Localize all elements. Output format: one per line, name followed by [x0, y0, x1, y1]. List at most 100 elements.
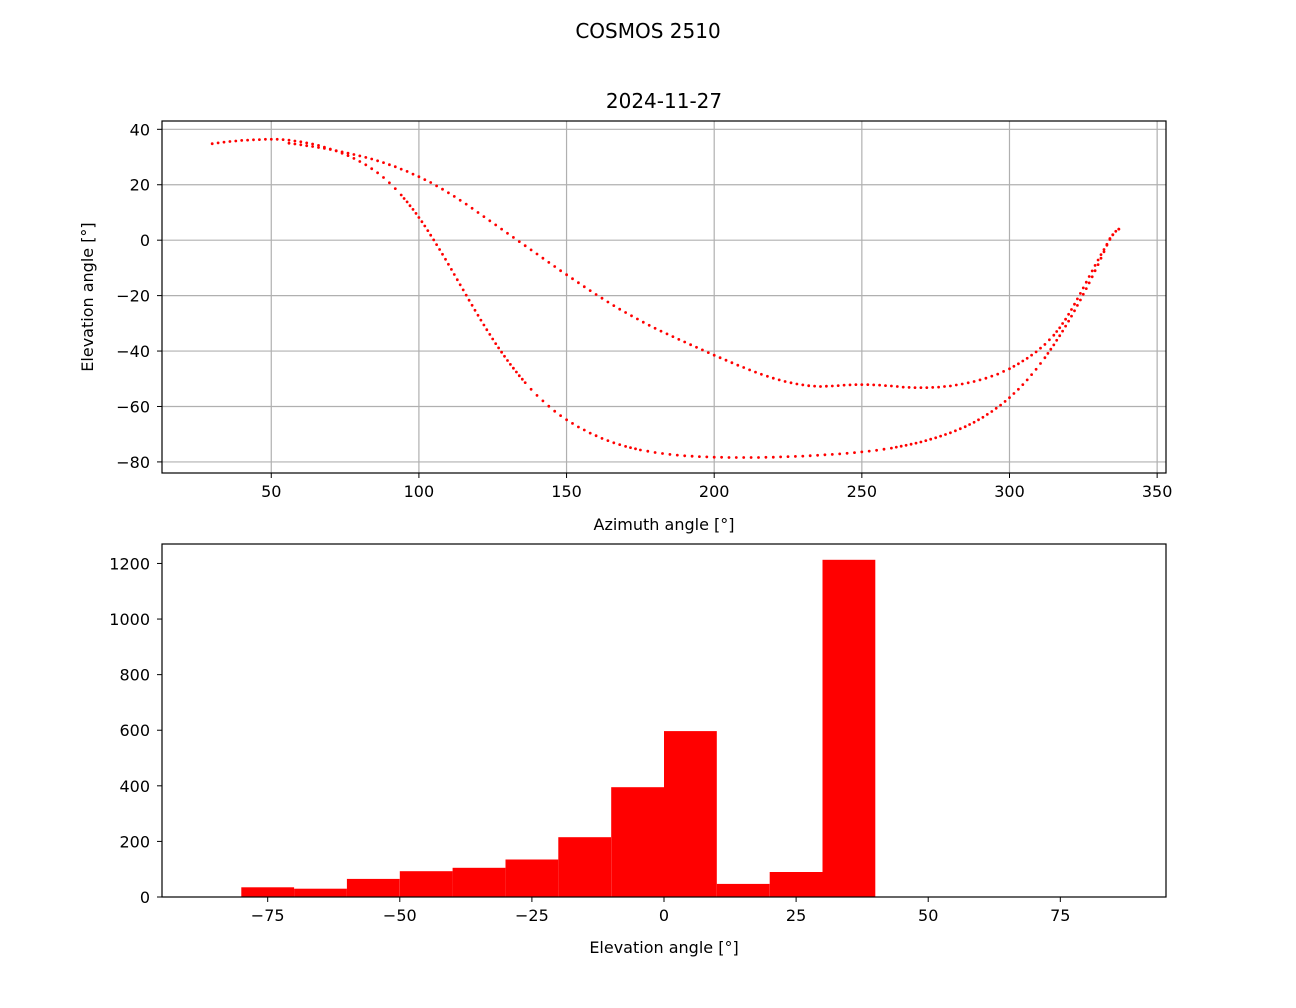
scatter-point: [461, 288, 465, 292]
scatter-point: [497, 346, 500, 350]
scatter-point: [452, 195, 456, 198]
histogram-x-tick-label: 25: [786, 906, 806, 925]
histogram-panel: −75 −50 −25 0 25 50 75 0 200 400 600 800 1000 1200 El…: [109, 543, 1167, 957]
scatter-point: [630, 314, 633, 318]
scatter-point: [1058, 326, 1062, 330]
scatter-point: [901, 385, 905, 389]
scatter-point: [1087, 275, 1091, 278]
scatter-point: [647, 323, 651, 327]
scatter-point: [323, 147, 326, 150]
scatter-point: [689, 343, 692, 347]
scatter-point: [228, 140, 232, 143]
scatter-point: [577, 281, 580, 285]
scatter-point: [960, 382, 964, 386]
scatter-point: [222, 140, 226, 144]
histogram-y-tick-label: 800: [119, 666, 150, 685]
scatter-point: [853, 451, 856, 454]
scatter-point: [1039, 346, 1042, 350]
scatter-point: [972, 420, 976, 424]
scatter-point: [423, 178, 427, 182]
scatter-point: [1079, 292, 1082, 295]
scatter-point: [848, 383, 852, 387]
scatter-point: [452, 273, 456, 276]
scatter-point: [612, 304, 616, 307]
scatter-point: [895, 385, 899, 388]
scatter-x-tick-label: 50: [261, 482, 281, 501]
scatter-point: [293, 139, 297, 143]
histogram-bar: [399, 871, 453, 897]
scatter-point: [618, 443, 622, 446]
scatter-point: [695, 345, 698, 349]
scatter-point: [488, 333, 492, 336]
scatter-point: [470, 206, 474, 210]
scatter-point: [441, 187, 444, 191]
scatter-point: [600, 437, 604, 440]
scatter-point: [736, 363, 740, 367]
scatter-point: [675, 453, 679, 457]
scatter-point: [994, 406, 998, 410]
scatter-point: [1099, 253, 1103, 256]
scatter-point: [426, 229, 430, 233]
scatter-point: [559, 414, 562, 417]
scatter-point: [258, 138, 261, 142]
scatter-point: [653, 451, 657, 454]
scatter-point: [966, 381, 970, 385]
scatter-point: [954, 429, 957, 433]
scatter-point: [705, 455, 709, 459]
scatter-point: [757, 456, 760, 459]
scatter-point: [1105, 242, 1109, 246]
scatter-point: [417, 216, 421, 219]
scatter-point: [919, 386, 923, 389]
scatter-point: [1008, 396, 1011, 399]
histogram-bar: [294, 888, 347, 897]
scatter-point: [1055, 338, 1059, 342]
scatter-point: [352, 157, 356, 160]
scatter-point: [919, 440, 923, 444]
scatter-point: [968, 423, 971, 426]
scatter-point: [999, 403, 1002, 407]
scatter-point: [1055, 330, 1059, 333]
scatter-x-tick-label: 250: [847, 482, 878, 501]
scatter-point: [340, 150, 344, 154]
scatter-point: [352, 153, 356, 156]
scatter-point: [1102, 250, 1106, 254]
scatter-point: [464, 202, 468, 206]
scatter-point: [1090, 269, 1094, 273]
scatter-point: [479, 318, 483, 322]
scatter-point: [925, 386, 929, 389]
scatter-point: [450, 268, 453, 271]
scatter-point: [328, 148, 332, 151]
scatter-point: [706, 351, 710, 354]
scatter-point: [216, 141, 220, 145]
scatter-point: [816, 453, 819, 457]
scatter-point: [476, 211, 480, 214]
scatter-point: [588, 431, 592, 435]
scatter-frame: [161, 120, 1167, 474]
scatter-point: [934, 436, 938, 440]
scatter-point: [252, 138, 255, 142]
scatter-point: [553, 409, 557, 413]
scatter-point: [1058, 334, 1062, 338]
scatter-point: [582, 285, 586, 289]
scatter-point: [618, 307, 622, 311]
scatter-point: [234, 139, 238, 143]
scatter-point: [417, 175, 421, 179]
scatter-point: [913, 386, 917, 389]
scatter-x-tick-label: 150: [551, 482, 582, 501]
scatter-point: [594, 434, 598, 438]
scatter-point: [408, 204, 412, 208]
scatter-point: [1093, 264, 1097, 267]
scatter-point: [795, 382, 799, 386]
scatter-point: [364, 163, 368, 167]
scatter-point: [1070, 314, 1073, 318]
scatter-point: [641, 320, 645, 324]
scatter-point: [458, 283, 462, 287]
scatter-point: [402, 197, 406, 200]
scatter-panel: 2024-11-27 50 100 150 200 250 300 350−80−60−40…: [78, 89, 1172, 534]
scatter-point: [909, 442, 913, 446]
scatter-point: [882, 447, 886, 451]
scatter-point: [914, 441, 918, 445]
scatter-point: [677, 338, 681, 341]
scatter-point: [447, 191, 450, 195]
histogram-bar: [664, 731, 717, 897]
